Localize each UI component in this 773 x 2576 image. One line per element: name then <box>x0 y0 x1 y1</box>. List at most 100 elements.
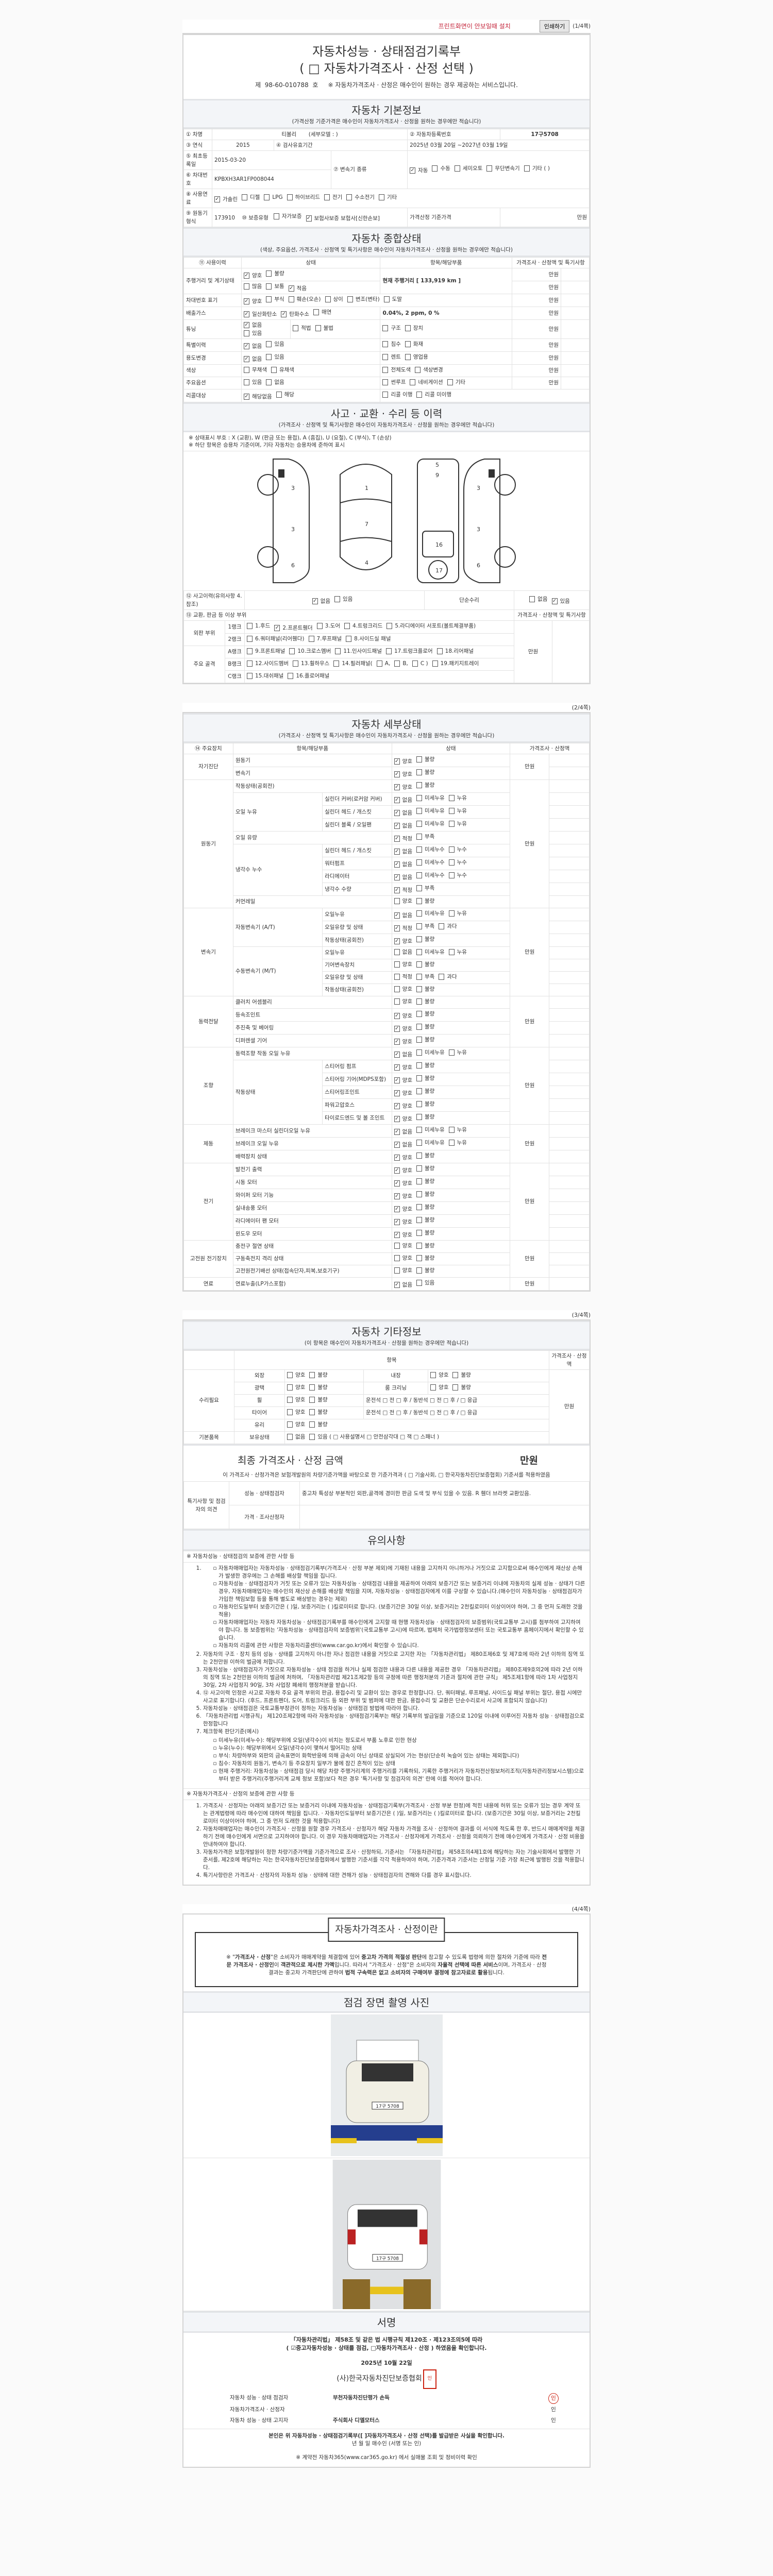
checkbox-option[interactable]: 불량 <box>309 1408 328 1416</box>
checkbox-option[interactable]: ✓ 양호 <box>394 1076 412 1084</box>
checkbox[interactable]: ✓ <box>394 1103 400 1109</box>
checkbox[interactable] <box>394 986 400 992</box>
checkbox-option[interactable]: 8.사이드실 패널 <box>346 635 391 643</box>
checkbox[interactable]: ✓ <box>394 1231 400 1238</box>
checkbox[interactable] <box>448 859 455 866</box>
checkbox[interactable] <box>316 622 323 629</box>
checkbox-option[interactable]: ✓ 없음 <box>394 822 412 830</box>
checkbox[interactable] <box>287 1384 293 1391</box>
checkbox-option[interactable]: 3.도어 <box>316 622 340 630</box>
checkbox[interactable]: ✓ <box>394 1218 400 1225</box>
checkbox-option[interactable]: 9.프론트패널 <box>247 647 285 655</box>
checkbox-option[interactable]: 불법 <box>315 324 333 332</box>
checkbox[interactable] <box>313 309 319 315</box>
checkbox-option[interactable]: 기타 <box>378 193 397 201</box>
checkbox-option[interactable]: 미세누유 <box>416 1126 445 1134</box>
checkbox[interactable] <box>394 897 400 904</box>
checkbox-option[interactable]: 렌트 <box>382 353 401 361</box>
checkbox[interactable] <box>416 1267 422 1274</box>
checkbox[interactable] <box>247 660 253 667</box>
checkbox-option[interactable]: 양호 <box>394 985 412 993</box>
checkbox[interactable] <box>416 936 422 942</box>
checkbox[interactable]: ✓ <box>394 1167 400 1174</box>
checkbox[interactable] <box>382 366 389 373</box>
checkbox[interactable] <box>416 1152 422 1159</box>
checkbox[interactable]: ✓ <box>394 1206 400 1212</box>
checkbox[interactable]: ✓ <box>394 848 400 855</box>
checkbox-option[interactable]: 양호 <box>287 1420 305 1429</box>
checkbox-option[interactable]: ✓ 없음 <box>394 860 412 869</box>
checkbox[interactable] <box>439 923 445 929</box>
checkbox[interactable]: ✓ <box>394 1064 400 1071</box>
checkbox[interactable] <box>334 596 341 602</box>
checkbox[interactable] <box>382 354 389 361</box>
checkbox-option[interactable]: ✓ 가솔린 <box>214 195 238 204</box>
checkbox-option[interactable]: 불량 <box>416 1177 434 1185</box>
checkbox[interactable] <box>416 1088 422 1094</box>
checkbox-option[interactable]: 7.루프패널 <box>308 635 342 643</box>
checkbox[interactable] <box>416 820 422 827</box>
checkbox[interactable] <box>416 1023 422 1030</box>
checkbox[interactable] <box>289 648 295 654</box>
checkbox[interactable] <box>244 330 249 336</box>
checkbox[interactable] <box>416 769 422 775</box>
checkbox-option[interactable]: ✓ 없음 <box>394 796 412 804</box>
checkbox[interactable] <box>325 296 331 302</box>
checkbox-option[interactable]: 없음 <box>529 595 548 603</box>
checkbox-option[interactable]: 있음 <box>266 340 284 348</box>
checkbox-option[interactable]: ✓ 일산화탄소 <box>244 310 277 318</box>
checkbox[interactable] <box>448 910 455 917</box>
checkbox[interactable] <box>405 341 411 348</box>
checkbox[interactable]: ✓ <box>394 1193 400 1199</box>
checkbox[interactable] <box>452 1384 459 1391</box>
checkbox-option[interactable]: 있음 <box>416 1279 434 1287</box>
checkbox[interactable]: ✓ <box>288 285 294 292</box>
checkbox-option[interactable]: 양호 <box>394 1254 412 1262</box>
checkbox-option[interactable]: 장치 <box>405 324 423 332</box>
checkbox[interactable] <box>287 1433 293 1440</box>
checkbox-option[interactable]: ✓ 없음 <box>394 911 412 920</box>
checkbox-option[interactable]: 미세누유 <box>416 820 445 828</box>
checkbox[interactable]: ✓ <box>244 272 249 279</box>
checkbox[interactable] <box>486 165 493 172</box>
checkbox-option[interactable]: 불량 <box>416 1164 434 1173</box>
checkbox-option[interactable]: ✓ 양호 <box>394 1218 412 1226</box>
checkbox-option[interactable]: LPG <box>264 193 283 201</box>
checkbox-option[interactable]: ✓ 양호 <box>394 783 412 791</box>
checkbox-option[interactable]: 미세누수 <box>416 858 445 867</box>
checkbox[interactable] <box>382 341 389 348</box>
checkbox-option[interactable]: 누유 <box>448 1048 467 1057</box>
checkbox-option[interactable]: 과다 <box>439 973 457 981</box>
checkbox-option[interactable]: 미세누수 <box>416 845 445 854</box>
checkbox[interactable] <box>432 165 438 172</box>
checkbox[interactable]: ✓ <box>394 1180 400 1187</box>
checkbox-option[interactable]: 불량 <box>416 1087 434 1095</box>
checkbox-option[interactable]: ✓ 양호 <box>394 1231 412 1239</box>
checkbox-option[interactable]: ✓ 없음 <box>244 355 262 363</box>
checkbox-option[interactable]: ✓ 없음 <box>394 873 412 882</box>
checkbox-option[interactable]: 양호 <box>394 1242 412 1250</box>
checkbox-option[interactable]: 19.패키지트레이 <box>432 659 479 668</box>
checkbox[interactable] <box>382 325 389 332</box>
checkbox[interactable]: ✓ <box>394 758 400 765</box>
checkbox-option[interactable]: 불량 <box>309 1371 328 1379</box>
checkbox-option[interactable]: 수동 <box>432 164 450 173</box>
checkbox[interactable] <box>333 660 340 667</box>
checkbox-option[interactable]: 1.후드 <box>247 622 270 630</box>
checkbox[interactable] <box>309 1371 315 1378</box>
checkbox-option[interactable]: 불량 <box>416 1216 434 1224</box>
checkbox[interactable] <box>386 648 392 654</box>
checkbox-option[interactable]: 불량 <box>416 768 434 776</box>
checkbox[interactable] <box>416 885 422 891</box>
checkbox[interactable]: ✓ <box>244 311 249 317</box>
checkbox-option[interactable]: ✓ 적정 <box>394 924 412 933</box>
checkbox-option[interactable]: 많음 <box>244 282 262 291</box>
checkbox[interactable] <box>344 622 350 629</box>
checkbox-option[interactable]: 불량 <box>416 1266 434 1275</box>
checkbox[interactable] <box>382 379 389 385</box>
checkbox-option[interactable]: 누유 <box>448 794 467 802</box>
checkbox-option[interactable]: ✓ 양호 <box>394 1102 412 1110</box>
checkbox[interactable] <box>416 782 422 788</box>
checkbox[interactable] <box>416 923 422 929</box>
checkbox-option[interactable]: ✓ 양호 <box>394 1012 412 1020</box>
